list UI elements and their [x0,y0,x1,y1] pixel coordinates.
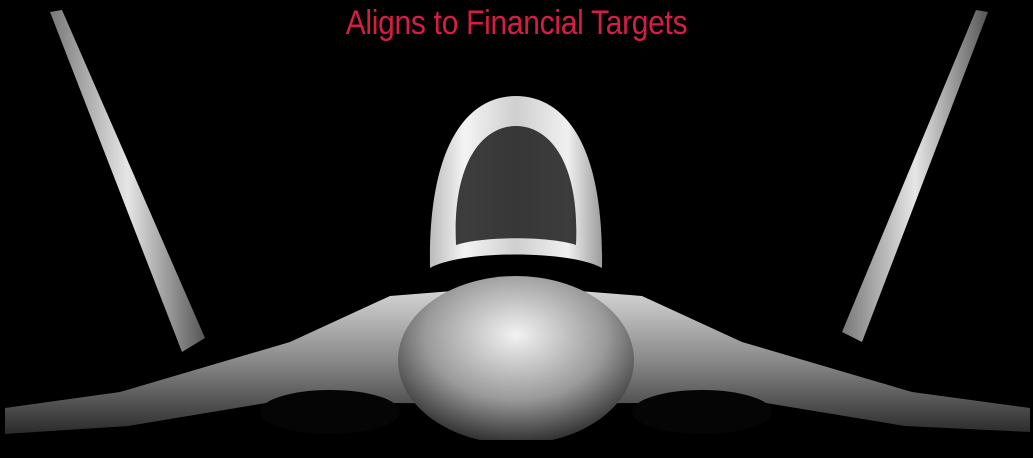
canopy-glass [455,126,577,245]
ground-shadow [0,440,1033,458]
left-fin [50,10,205,352]
nose [398,276,634,444]
slide-title: Aligns to Financial Targets [345,4,688,42]
intake-left [260,390,400,434]
right-fin [842,10,988,342]
intake-right [632,390,772,434]
